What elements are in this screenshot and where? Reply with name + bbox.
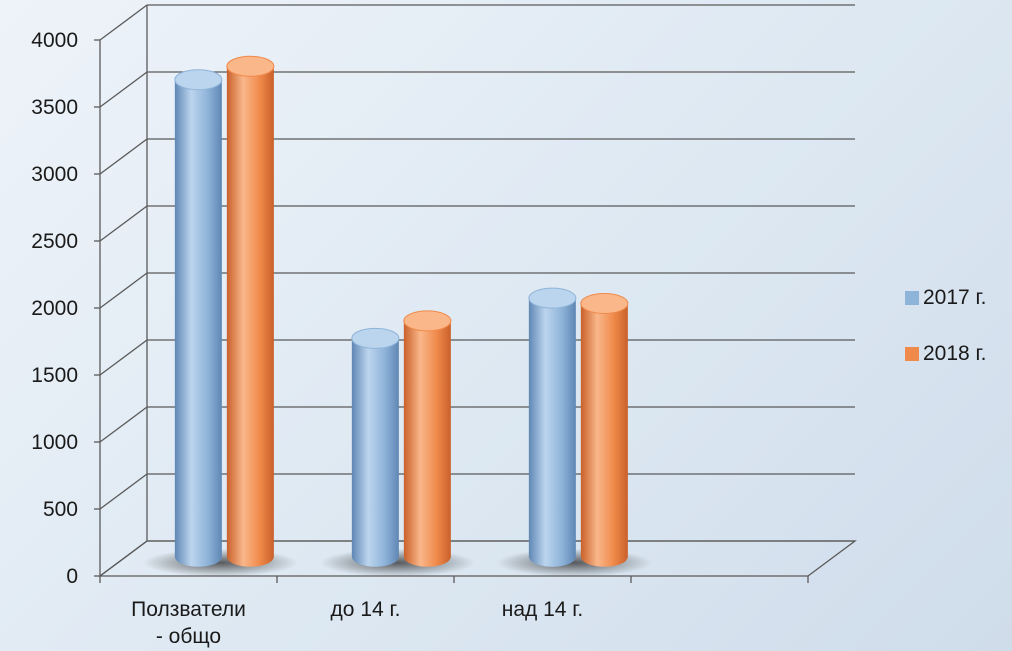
bar-body [351, 338, 399, 567]
side-wall-gridline-3500 [99, 71, 148, 108]
y-tick-label-500: 500 [43, 498, 78, 521]
bar-body [174, 79, 222, 567]
y-tick-label-1500: 1500 [31, 364, 78, 387]
side-wall-gridline-1000 [99, 406, 148, 443]
y-tick-label-1000: 1000 [31, 431, 78, 454]
legend: 2017 г. 2018 г. [905, 286, 986, 365]
side-wall-gridline-500 [99, 473, 148, 510]
y-tick-label-4000: 4000 [31, 29, 78, 52]
side-wall-gridline-4000 [99, 4, 148, 41]
bar-body [580, 303, 628, 567]
bar-body [226, 66, 274, 567]
bar-top [226, 55, 275, 77]
legend-swatch-1 [905, 347, 919, 361]
bar-body [403, 320, 451, 567]
side-wall-gridline-2000 [99, 272, 148, 309]
bar-2-series-1 [580, 292, 629, 567]
bar-1-series-0 [351, 327, 400, 567]
bar-top [403, 310, 452, 332]
y-tick-label-2500: 2500 [31, 230, 78, 253]
x-category-label-0-line-1: - общо [156, 625, 221, 648]
bar-top [580, 292, 629, 314]
bar-1-series-1 [403, 310, 452, 567]
x-axis-category-labels: Ползватели - общо до 14 г. над 14 г. [131, 598, 583, 648]
bar-0-series-0 [174, 69, 223, 567]
bar-0-series-1 [226, 55, 275, 567]
bar-top [174, 69, 223, 91]
bar-top [528, 287, 577, 309]
legend-label-1: 2018 г. [923, 342, 986, 365]
x-category-label-0-line-0: Ползватели [131, 598, 246, 621]
legend-label-0: 2017 г. [923, 286, 986, 309]
y-tick-label-3500: 3500 [31, 96, 78, 119]
legend-swatch-0 [905, 291, 919, 305]
x-category-label-1-line-0: до 14 г. [331, 598, 401, 621]
bar-top [351, 327, 400, 349]
y-tick-label-2000: 2000 [31, 297, 78, 320]
y-axis-tick-labels: 0 500 1000 1500 2000 2500 3000 3500 4000 [31, 29, 78, 588]
x-category-label-2-line-0: над 14 г. [502, 598, 584, 621]
bar-body [528, 298, 576, 567]
bar-2-series-0 [528, 287, 577, 567]
y-tick-label-0: 0 [66, 565, 78, 588]
bars [142, 55, 652, 577]
side-wall-gridline-3000 [99, 138, 148, 175]
side-wall-gridline-2500 [99, 205, 148, 242]
y-tick-label-3000: 3000 [31, 163, 78, 186]
side-wall-gridline-1500 [99, 339, 148, 376]
